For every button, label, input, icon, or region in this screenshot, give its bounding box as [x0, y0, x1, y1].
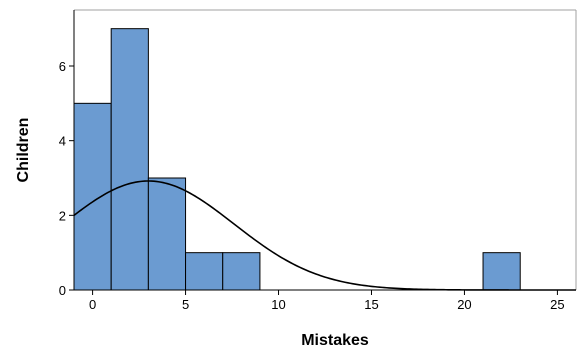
x-tick-label-0: 0 — [89, 297, 96, 312]
x-tick-label-15: 15 — [364, 297, 378, 312]
x-axis-title: Mistakes — [301, 332, 369, 348]
histogram-bar-3 — [185, 252, 224, 291]
histogram-bar-0 — [73, 102, 112, 291]
histogram-bar-1 — [110, 28, 149, 291]
x-tick-label-20: 20 — [457, 297, 471, 312]
y-tick-label-2: 2 — [59, 208, 66, 223]
histogram-bar-4 — [222, 252, 261, 291]
histogram-bar-2 — [147, 177, 187, 291]
histogram-bar-5 — [482, 252, 521, 291]
y-tick-label-6: 6 — [59, 59, 66, 74]
y-tick-label-4: 4 — [59, 134, 66, 149]
x-tick-label-5: 5 — [182, 297, 189, 312]
y-tick-label-0: 0 — [59, 283, 66, 298]
x-tick-label-25: 25 — [550, 297, 564, 312]
y-axis-title: Children — [15, 118, 32, 183]
x-tick-label-10: 10 — [271, 297, 285, 312]
